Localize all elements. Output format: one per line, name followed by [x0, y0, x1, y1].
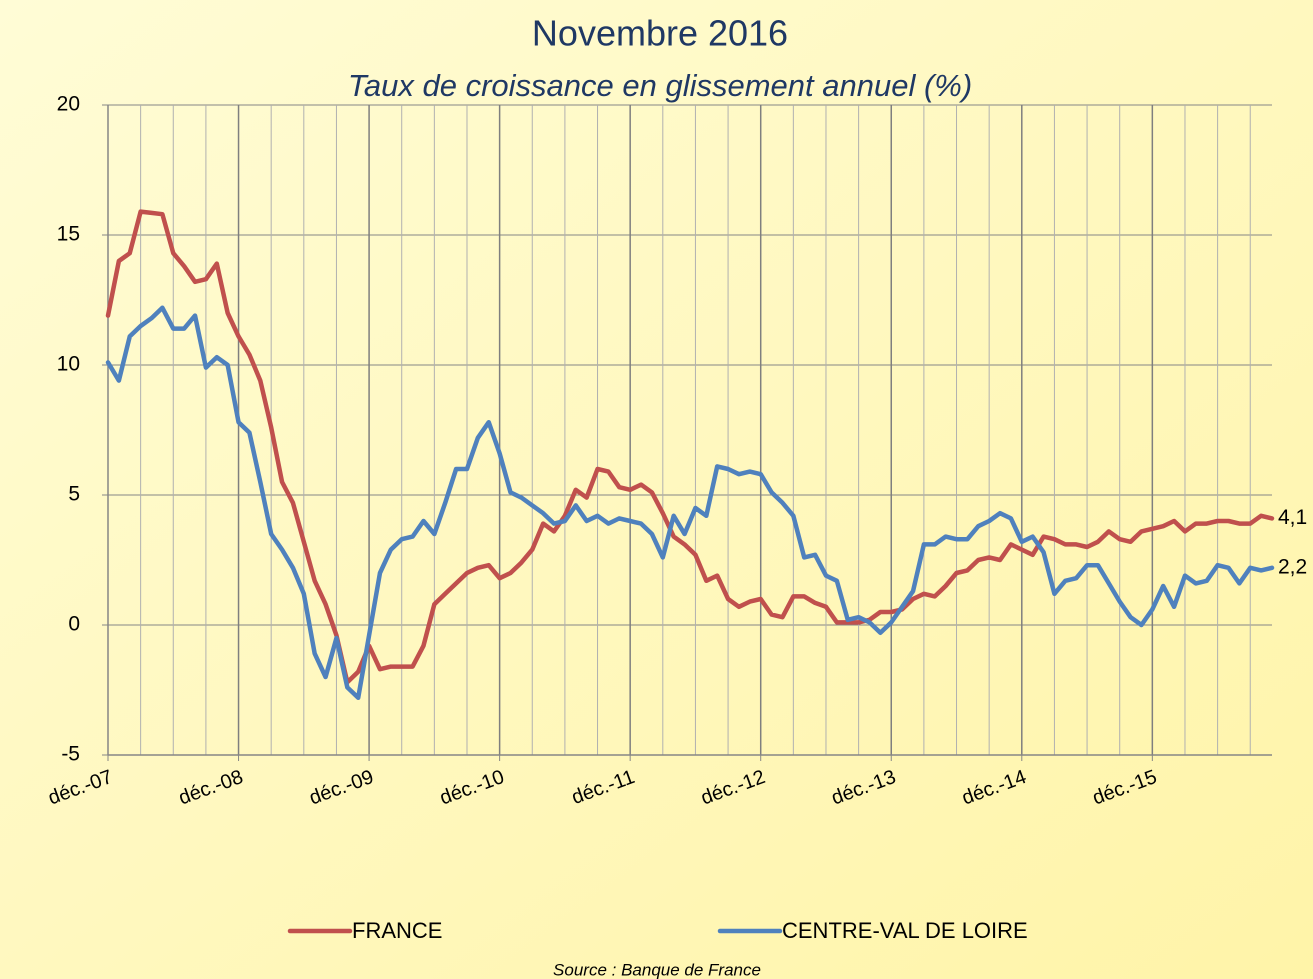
lines: [105, 209, 1275, 701]
source: Source : Banque de France: [553, 960, 761, 979]
y-tick-label: -5: [61, 743, 80, 766]
series-line: [105, 305, 1275, 701]
series-line: [105, 209, 1275, 685]
chart-subtitle: Taux de croissance en glissement annuel …: [348, 68, 972, 103]
value-label: 4,1: [1278, 506, 1307, 529]
y-tick-label: 5: [68, 483, 80, 506]
y-tick-label: 10: [57, 353, 80, 376]
y-tick-label: 15: [57, 223, 80, 246]
y-tick-label: 20: [57, 93, 80, 116]
legend-label: CENTRE-VAL DE LOIRE: [782, 918, 1028, 943]
y-tick-label: 0: [68, 613, 80, 636]
value-label: 2,2: [1278, 555, 1307, 578]
chart-title: Novembre 2016: [532, 13, 788, 54]
legend-label: FRANCE: [352, 918, 442, 943]
